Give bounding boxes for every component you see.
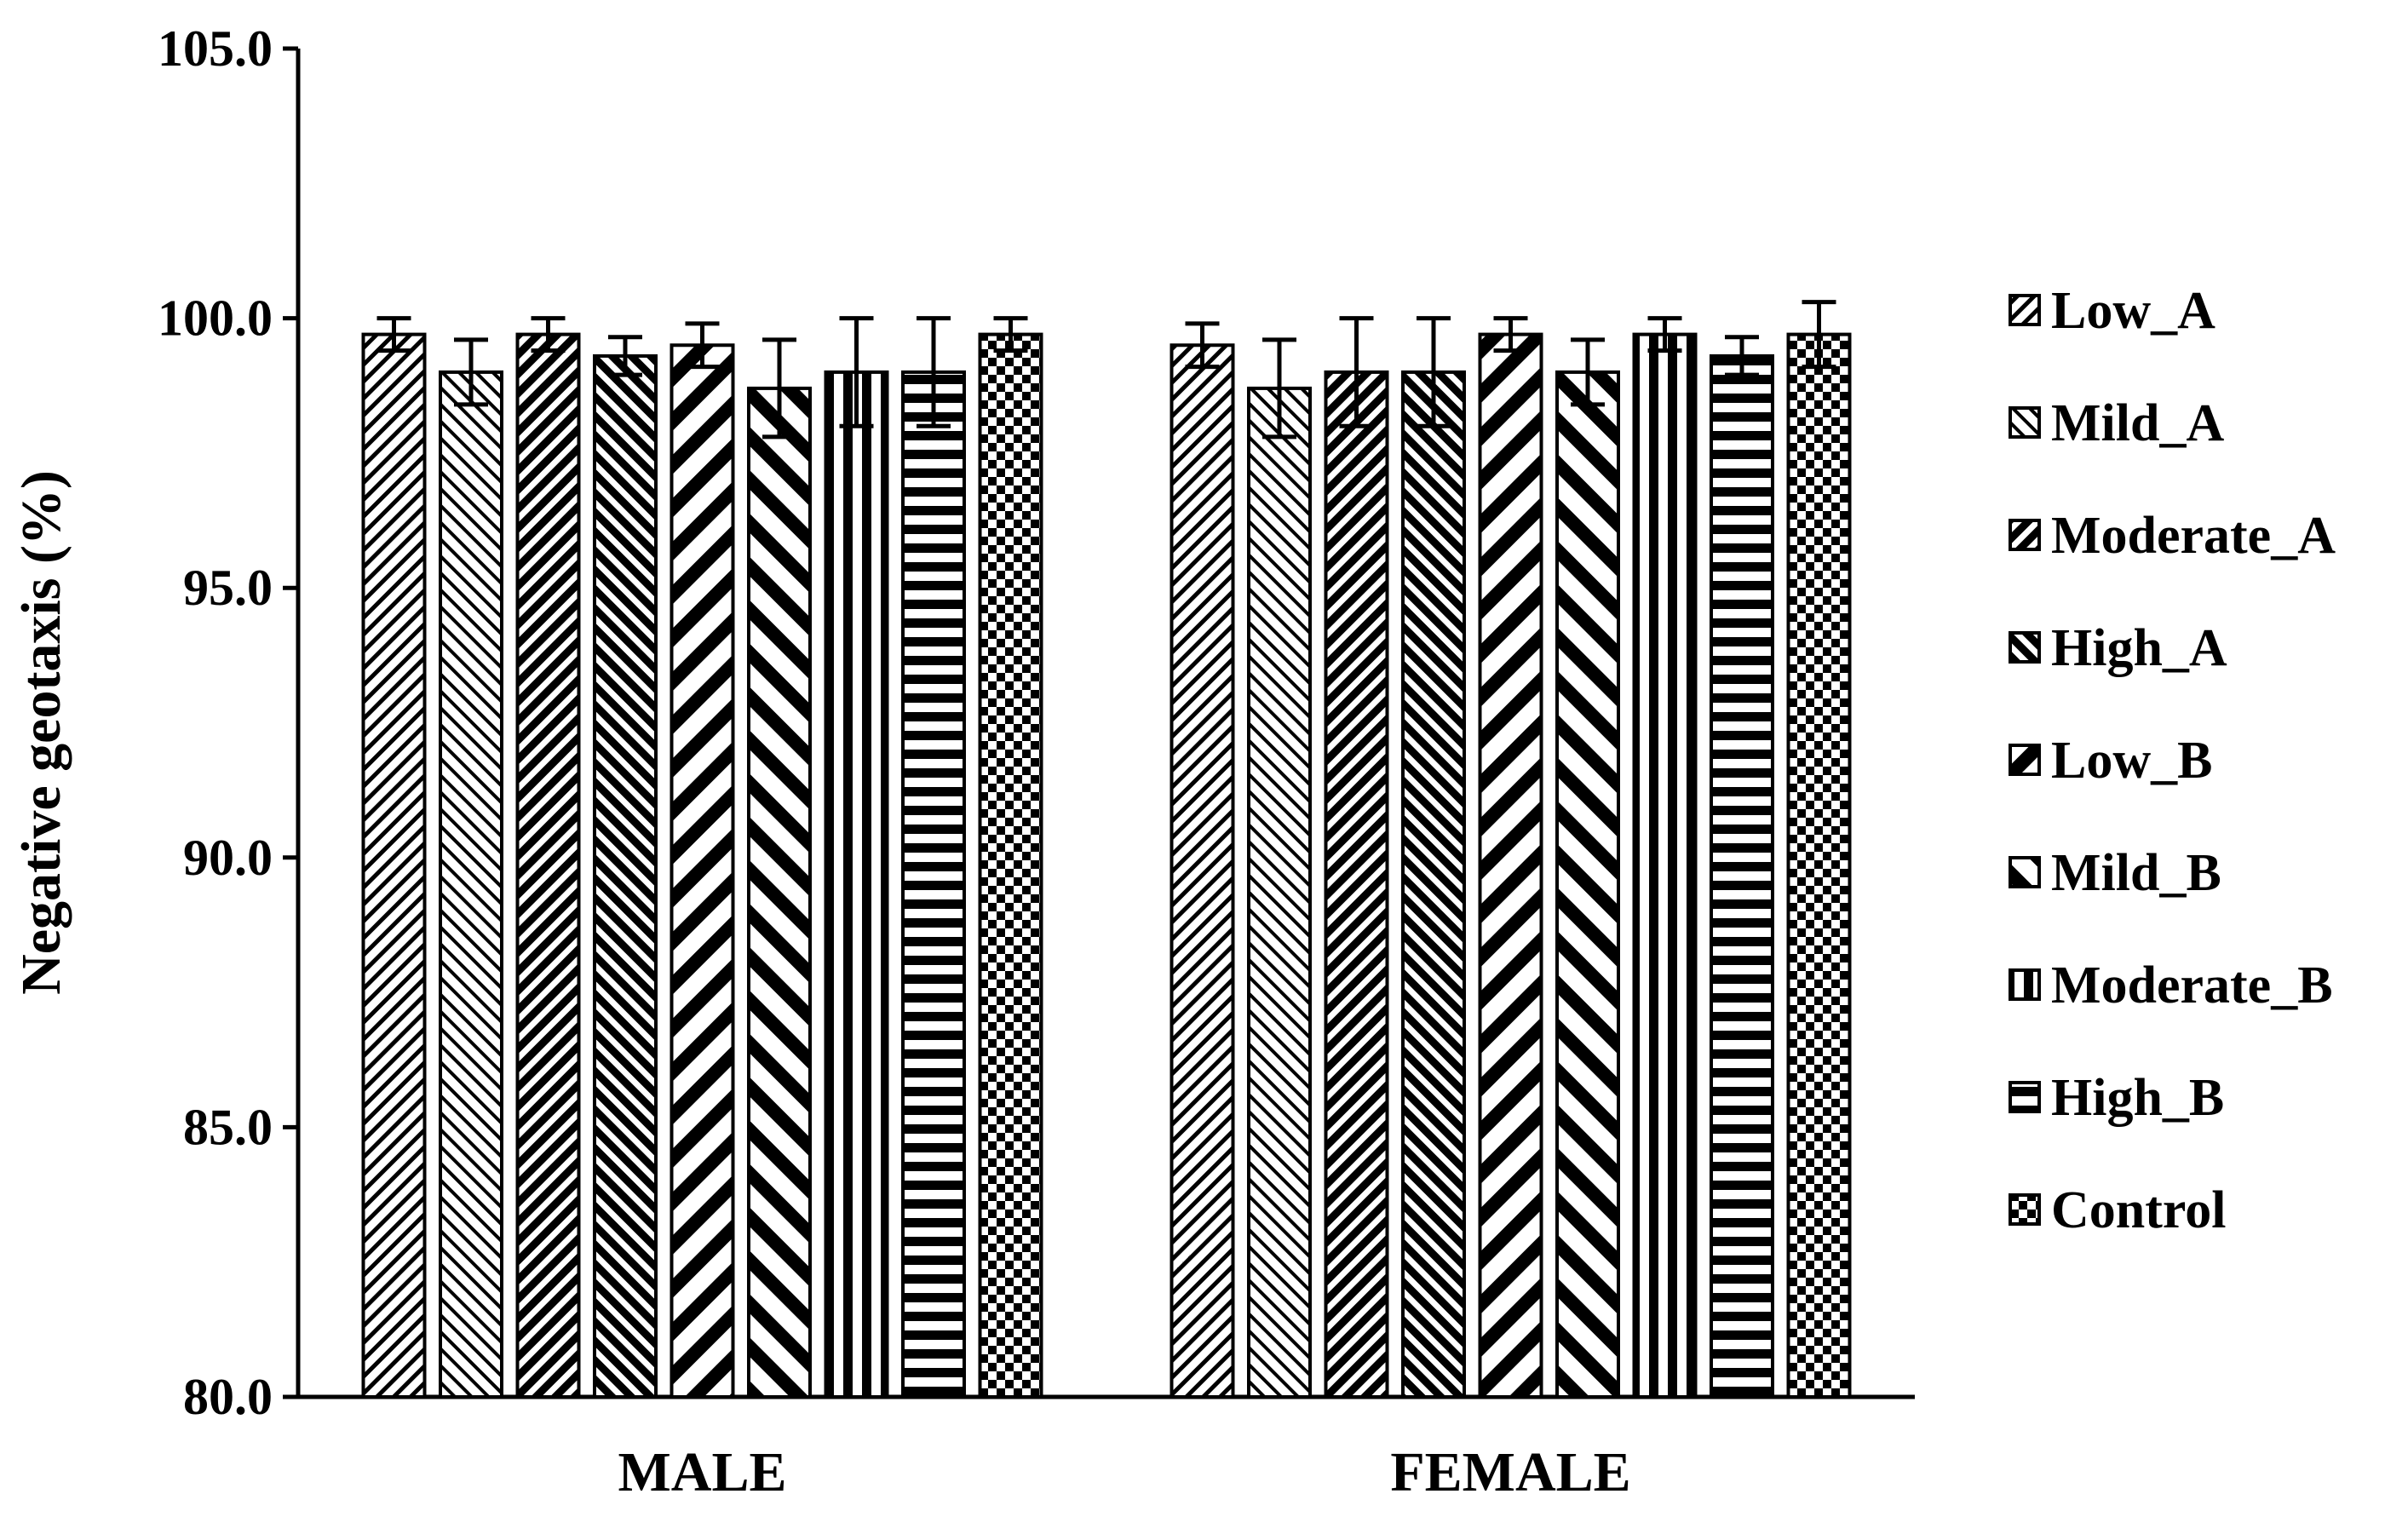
bar-moderate-a-female <box>1324 370 1389 1399</box>
legend-swatch <box>2009 856 2041 888</box>
y-tick-label: 90.0 <box>183 830 273 886</box>
y-tick-label: 80.0 <box>183 1369 273 1425</box>
x-category-label: MALE <box>618 1441 787 1503</box>
legend-label: Low_B <box>2051 732 2212 790</box>
y-tick-label: 105.0 <box>158 20 273 77</box>
legend-label: High_A <box>2051 619 2227 677</box>
y-tick-label: 100.0 <box>158 290 273 347</box>
bar-mild-a-male <box>439 370 503 1399</box>
bar-high-b-male <box>901 370 966 1399</box>
bar-high-a-female <box>1401 370 1466 1399</box>
bar-high-b-female <box>1710 353 1774 1399</box>
legend-swatch <box>2009 744 2041 776</box>
bar-control-female <box>1786 332 1852 1399</box>
legend-swatch <box>2009 631 2041 664</box>
bar-mild-b-female <box>1555 370 1620 1399</box>
legend-swatch <box>2009 1193 2041 1226</box>
legend-swatch <box>2009 406 2041 439</box>
bar-low-b-female <box>1478 332 1543 1399</box>
y-tick-label: 85.0 <box>183 1099 273 1155</box>
bar-low-a-female <box>1170 343 1235 1399</box>
bar-mild-a-female <box>1247 386 1312 1399</box>
legend-label: Moderate_B <box>2051 957 2333 1014</box>
legend-label: High_B <box>2051 1069 2224 1127</box>
legend-swatch <box>2009 968 2041 1001</box>
legend-label: Control <box>2051 1181 2227 1239</box>
legend-label: Low_A <box>2051 282 2215 340</box>
x-category-label: FEMALE <box>1390 1441 1630 1503</box>
legend-label: Moderate_A <box>2051 507 2336 565</box>
legend-swatch <box>2009 294 2041 326</box>
bar-low-b-male <box>670 343 735 1399</box>
legend-swatch <box>2009 1081 2041 1113</box>
legend-label: Mild_A <box>2051 394 2224 452</box>
bar-mild-b-male <box>747 386 812 1399</box>
bar-low-a-male <box>361 332 427 1399</box>
legend-label: Mild_B <box>2051 844 2221 902</box>
y-tick-label: 95.0 <box>183 560 273 616</box>
bar-moderate-b-male <box>824 370 889 1399</box>
bar-control-male <box>978 332 1043 1399</box>
legend-swatch <box>2009 519 2041 551</box>
bar-moderate-a-male <box>515 332 581 1399</box>
y-axis-title: Negative geotaxis (%) <box>10 470 72 995</box>
bar-high-a-male <box>593 353 658 1399</box>
plot-area: 80.0 85.0 90.0 95.0 100.0 105.0 MALE FEMALE Low_… <box>158 20 2336 1503</box>
bar-moderate-b-female <box>1632 332 1698 1399</box>
